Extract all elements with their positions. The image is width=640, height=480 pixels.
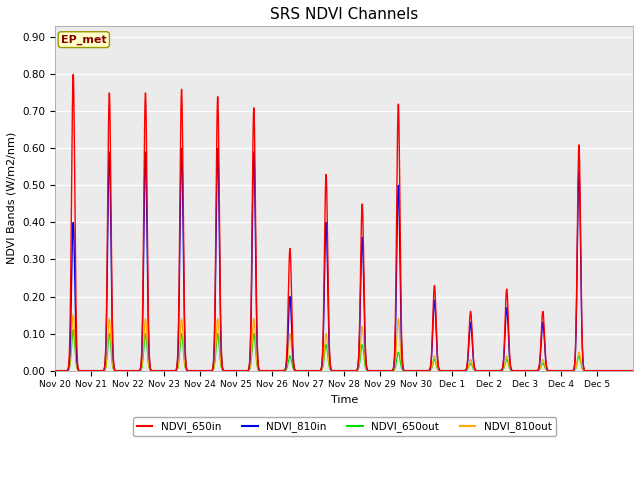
Line: NDVI_810in: NDVI_810in bbox=[55, 149, 633, 371]
NDVI_810in bbox=[623, 368, 630, 373]
NDVI_650out bbox=[541, 364, 548, 370]
NDVI_650in bbox=[541, 342, 548, 348]
NDVI_650out bbox=[623, 368, 630, 373]
NDVI_810out bbox=[506, 366, 514, 372]
Y-axis label: NDVI Bands (W/m2/nm): NDVI Bands (W/m2/nm) bbox=[7, 132, 17, 264]
NDVI_810in bbox=[178, 146, 186, 152]
NDVI_810in bbox=[170, 368, 177, 373]
NDVI_650in bbox=[506, 360, 514, 366]
NDVI_650out bbox=[51, 368, 59, 373]
Line: NDVI_810out: NDVI_810out bbox=[55, 315, 633, 371]
NDVI_810out bbox=[51, 368, 59, 373]
NDVI_810in bbox=[506, 362, 514, 368]
NDVI_650in bbox=[629, 368, 637, 373]
NDVI_650in bbox=[470, 355, 477, 360]
NDVI_810out bbox=[629, 368, 637, 373]
NDVI_650out bbox=[419, 368, 426, 373]
X-axis label: Time: Time bbox=[330, 395, 358, 405]
NDVI_650in bbox=[69, 72, 77, 77]
NDVI_650out bbox=[170, 368, 177, 373]
NDVI_650out bbox=[470, 366, 477, 372]
NDVI_650in bbox=[623, 368, 630, 373]
NDVI_650out bbox=[70, 327, 77, 333]
Legend: NDVI_650in, NDVI_810in, NDVI_650out, NDVI_810out: NDVI_650in, NDVI_810in, NDVI_650out, NDV… bbox=[132, 417, 556, 436]
NDVI_650in bbox=[51, 368, 59, 373]
NDVI_810out bbox=[70, 312, 77, 318]
NDVI_810in bbox=[51, 368, 59, 373]
NDVI_650out bbox=[506, 367, 514, 372]
NDVI_650in bbox=[419, 368, 426, 373]
NDVI_650out bbox=[629, 368, 637, 373]
NDVI_810in bbox=[419, 368, 426, 373]
NDVI_810in bbox=[629, 368, 637, 373]
Title: SRS NDVI Channels: SRS NDVI Channels bbox=[270, 7, 419, 22]
NDVI_810out bbox=[470, 365, 477, 371]
NDVI_810out bbox=[541, 363, 548, 369]
NDVI_650in bbox=[170, 368, 177, 373]
NDVI_810out bbox=[419, 368, 426, 373]
Line: NDVI_650in: NDVI_650in bbox=[55, 74, 633, 371]
NDVI_810out bbox=[623, 368, 630, 373]
Text: EP_met: EP_met bbox=[61, 35, 107, 45]
NDVI_810out bbox=[170, 368, 177, 373]
NDVI_810in bbox=[541, 347, 548, 352]
NDVI_810in bbox=[470, 357, 477, 363]
Line: NDVI_650out: NDVI_650out bbox=[55, 330, 633, 371]
